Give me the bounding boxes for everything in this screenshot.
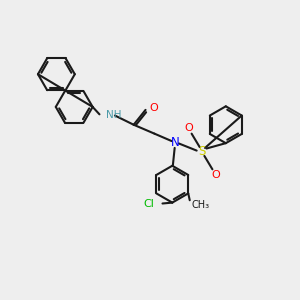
Text: CH₃: CH₃ [191,200,209,210]
Text: Cl: Cl [144,199,154,209]
Text: O: O [211,170,220,180]
Text: O: O [149,103,158,113]
Text: N: N [171,136,180,149]
Text: NH: NH [106,110,122,120]
Text: O: O [184,123,193,133]
Text: S: S [198,145,206,158]
